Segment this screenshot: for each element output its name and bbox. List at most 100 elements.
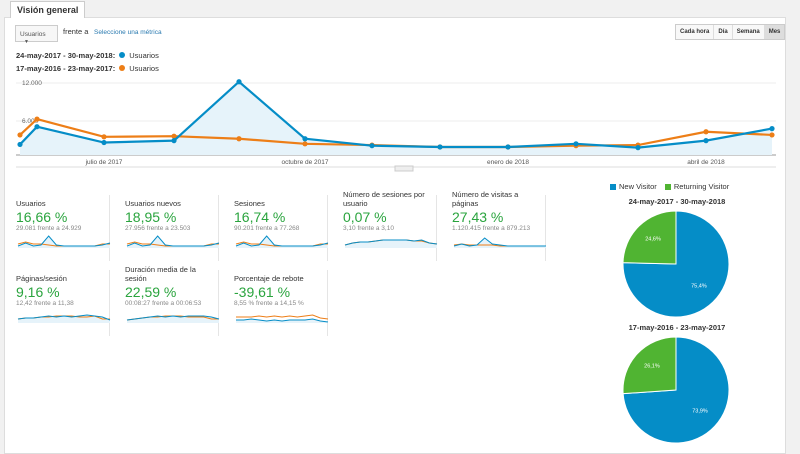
select-metric-link[interactable]: Seleccione una métrica <box>94 29 162 36</box>
pie-legend: New Visitor Returning Visitor <box>610 182 729 191</box>
sparkline <box>17 314 111 323</box>
legend-previous: 17-may-2016 - 23-may-2017: Usuarios <box>16 64 159 73</box>
legend-current: 24-may-2017 - 30-may-2018: Usuarios <box>16 51 159 60</box>
sparkline <box>126 315 220 323</box>
x-tick: julio de 2017 <box>85 159 123 166</box>
metric-label: Porcentaje de rebote <box>234 274 304 283</box>
metric-compare: 8,55 % frente a 14,15 % <box>234 300 304 307</box>
pie-slice-label: 73,9% <box>692 408 708 414</box>
data-point[interactable] <box>573 141 579 147</box>
hourly-button[interactable]: Cada hora <box>676 25 715 39</box>
pie-slice[interactable] <box>622 336 677 395</box>
data-point[interactable] <box>302 141 308 147</box>
metric-label: Número de sesiones por usuario <box>343 190 425 208</box>
metric-card[interactable]: Usuarios nuevos 18,95 % 27.956 frente a 23… <box>113 195 220 261</box>
data-point[interactable] <box>437 144 443 150</box>
tab-vision-general[interactable]: Visión general <box>10 1 86 18</box>
metric-label: Usuarios nuevos <box>125 199 181 208</box>
data-point[interactable] <box>769 132 775 138</box>
metric-select[interactable]: Usuarios ▼ <box>15 25 58 45</box>
metric-label: Usuarios <box>16 199 46 208</box>
chart-resize-handle[interactable] <box>394 165 414 172</box>
sparkline-current <box>126 315 220 321</box>
legend-series: Usuarios <box>129 64 159 73</box>
metric-label: Duración media de la sesión <box>125 265 196 283</box>
metric-label: Páginas/sesión <box>16 274 67 283</box>
pie-title: 24-may-2017 - 30-may-2018 <box>628 197 726 206</box>
pie-slice[interactable] <box>622 210 677 265</box>
data-point[interactable] <box>17 141 23 148</box>
metric-card[interactable]: Porcentaje de rebote -39,61 % 8,55 % frent… <box>222 270 329 336</box>
metric-compare: 12,42 frente a 11,38 <box>16 300 74 307</box>
month-button[interactable]: Mes <box>764 25 785 39</box>
legend-range: 17-may-2016 - 23-may-2017: <box>16 64 116 73</box>
data-point[interactable] <box>34 116 40 122</box>
sparkline <box>17 235 111 248</box>
sparkline <box>453 237 546 248</box>
data-point[interactable] <box>635 145 641 151</box>
day-button[interactable]: Día <box>714 25 733 39</box>
data-point[interactable] <box>369 143 375 149</box>
data-point[interactable] <box>236 79 242 85</box>
metric-compare: 3,10 frente a 3,10 <box>343 225 394 232</box>
x-tick: abril de 2018 <box>687 159 725 166</box>
data-point[interactable] <box>17 132 23 138</box>
data-point[interactable] <box>171 133 177 139</box>
legend-label: Returning Visitor <box>673 182 730 191</box>
data-point[interactable] <box>101 139 107 146</box>
sparkline-previous <box>236 314 329 320</box>
metric-card[interactable]: Número de visitas a páginas 27,43 % 1.120.… <box>440 190 546 261</box>
metric-percent: 9,16 % <box>16 284 60 300</box>
sparkline <box>236 314 329 323</box>
dot-icon <box>119 65 126 71</box>
data-point[interactable] <box>505 144 511 150</box>
y-tick: 6.000 <box>22 118 39 125</box>
data-point[interactable] <box>302 136 308 142</box>
x-tick: enero de 2018 <box>487 159 529 166</box>
data-point[interactable] <box>34 124 40 130</box>
metric-card[interactable]: Sesiones 16,74 % 90.201 frente a 77.268 <box>222 195 329 261</box>
data-point[interactable] <box>236 136 242 142</box>
returning-visitor-swatch-icon <box>664 183 671 190</box>
metric-card[interactable]: Duración media de la sesión 22,59 % 00:08:… <box>113 265 220 336</box>
sparkline <box>235 235 329 248</box>
metric-card[interactable]: Páginas/sesión 9,16 % 12,42 frente a 11,38 <box>4 270 111 336</box>
sparkline-current <box>126 235 220 247</box>
legend-range: 24-may-2017 - 30-may-2018: <box>16 51 116 60</box>
metric-percent: -39,61 % <box>234 284 291 300</box>
sparkline-current <box>17 314 111 321</box>
metric-percent: 16,74 % <box>234 209 286 225</box>
data-point[interactable] <box>703 138 709 144</box>
legend-label: New Visitor <box>619 182 657 191</box>
metric-card[interactable]: Usuarios 16,66 % 29.081 frente a 24.929 <box>4 195 111 261</box>
metric-label: Número de visitas a páginas <box>452 190 519 208</box>
metric-label: Sesiones <box>234 199 265 208</box>
versus-label: frente a <box>63 27 89 36</box>
data-point[interactable] <box>101 134 107 140</box>
time-granularity-buttons: Cada hora Día Semana Mes <box>675 24 786 40</box>
data-point[interactable] <box>703 129 709 135</box>
x-tick: octubre de 2017 <box>282 159 329 166</box>
pie-slice-label: 75,4% <box>691 284 707 290</box>
pie-title: 17-may-2016 - 23-may-2017 <box>628 323 726 332</box>
week-button[interactable]: Semana <box>732 25 765 39</box>
dot-icon <box>119 52 126 58</box>
sparkline-current <box>344 239 438 246</box>
new-visitor-swatch-icon <box>610 183 616 190</box>
sparkline-current <box>236 318 329 323</box>
metric-compare: 29.081 frente a 24.929 <box>16 225 82 232</box>
metric-percent: 27,43 % <box>452 209 504 225</box>
metric-card[interactable]: Número de sesiones por usuario 0,07 % 3,10… <box>331 190 438 261</box>
metric-compare: 90.201 frente a 77.268 <box>234 225 300 232</box>
metric-percent: 22,59 % <box>125 284 177 300</box>
metric-percent: 16,66 % <box>16 209 68 225</box>
data-point[interactable] <box>171 138 177 144</box>
sparkline-area <box>127 316 219 323</box>
sparkline-current <box>17 235 111 247</box>
sparkline-current <box>453 237 546 247</box>
y-tick: 12.000 <box>22 80 42 87</box>
metric-select-value: Usuarios <box>20 31 46 38</box>
data-point[interactable] <box>769 126 775 132</box>
chevron-down-icon: ▼ <box>24 39 29 45</box>
